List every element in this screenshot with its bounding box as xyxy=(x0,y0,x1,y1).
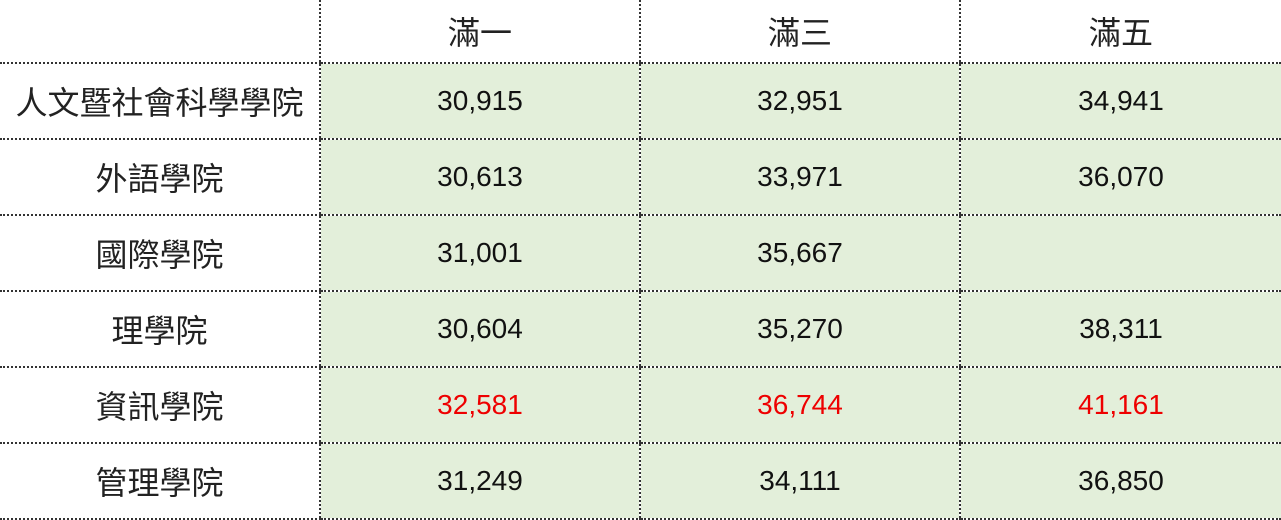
table-header: 滿一 滿三 滿五 xyxy=(0,0,1281,64)
data-cell: 41,161 xyxy=(959,367,1281,444)
column-header-3: 滿五 xyxy=(959,0,1281,64)
data-cell: 38,311 xyxy=(959,291,1281,368)
table-row: 人文暨社會科學學院 30,915 32,951 34,941 xyxy=(0,63,1281,140)
data-cell: 36,850 xyxy=(959,443,1281,520)
data-cell: 35,270 xyxy=(639,291,960,368)
data-cell: 35,667 xyxy=(639,215,960,292)
data-cell: 33,971 xyxy=(639,139,960,216)
data-cell: 30,604 xyxy=(319,291,640,368)
data-cell: 31,001 xyxy=(319,215,640,292)
table-row: 理學院 30,604 35,270 38,311 xyxy=(0,291,1281,368)
data-cell: 34,111 xyxy=(639,443,960,520)
header-row: 滿一 滿三 滿五 xyxy=(0,0,1281,64)
row-label: 人文暨社會科學學院 xyxy=(0,63,320,140)
data-cell-empty xyxy=(959,215,1281,292)
row-label: 管理學院 xyxy=(0,443,320,520)
column-header-1: 滿一 xyxy=(319,0,640,64)
data-cell: 36,744 xyxy=(639,367,960,444)
header-corner xyxy=(0,0,320,64)
table-row: 資訊學院 32,581 36,744 41,161 xyxy=(0,367,1281,444)
data-cell: 34,941 xyxy=(959,63,1281,140)
data-cell: 32,581 xyxy=(319,367,640,444)
data-cell: 36,070 xyxy=(959,139,1281,216)
table-body: 人文暨社會科學學院 30,915 32,951 34,941 外語學院 30,6… xyxy=(0,63,1281,520)
table-row: 外語學院 30,613 33,971 36,070 xyxy=(0,139,1281,216)
data-cell: 32,951 xyxy=(639,63,960,140)
data-cell: 30,915 xyxy=(319,63,640,140)
row-label: 理學院 xyxy=(0,291,320,368)
row-label: 外語學院 xyxy=(0,139,320,216)
row-label: 資訊學院 xyxy=(0,367,320,444)
row-label: 國際學院 xyxy=(0,215,320,292)
column-header-2: 滿三 xyxy=(639,0,960,64)
table-row: 國際學院 31,001 35,667 xyxy=(0,215,1281,292)
data-cell: 30,613 xyxy=(319,139,640,216)
